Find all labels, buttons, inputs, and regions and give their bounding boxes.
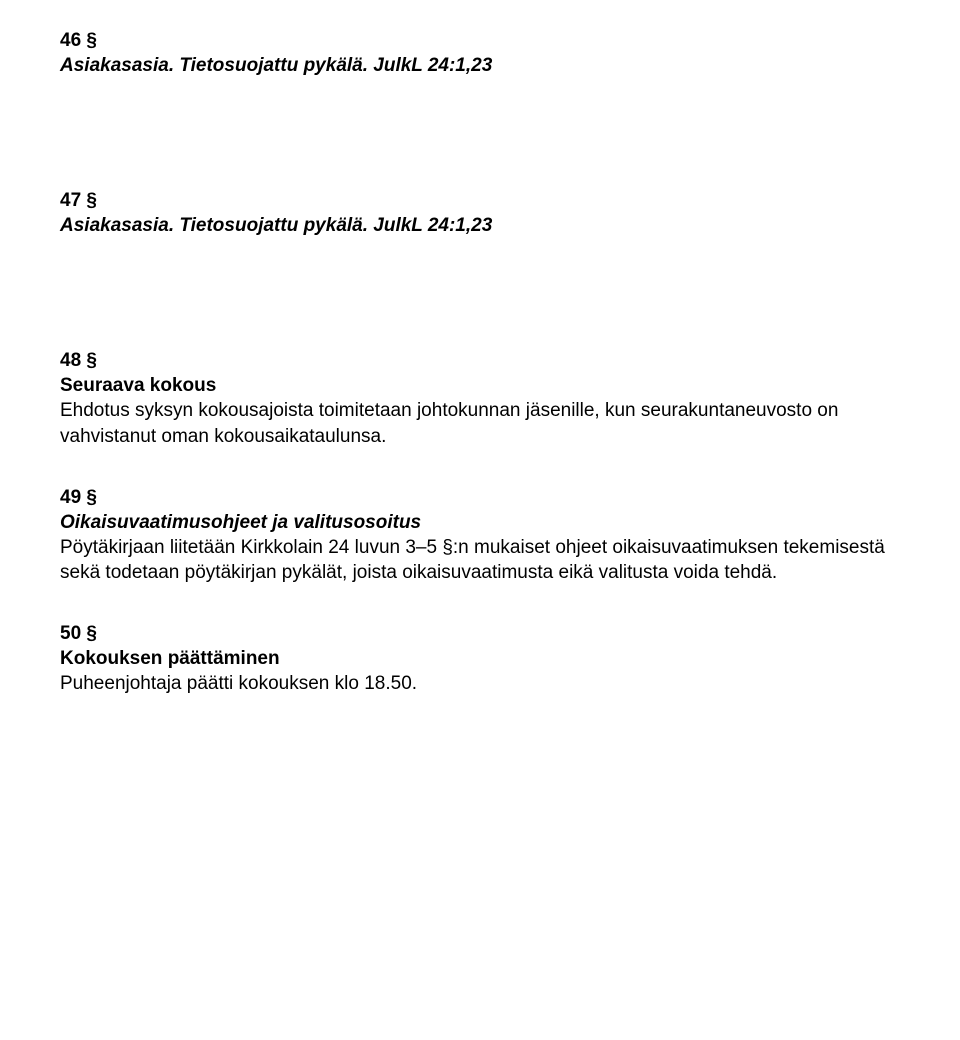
- spacer: [60, 449, 900, 485]
- section-49: 49 § Oikaisuvaatimusohjeet ja valitusoso…: [60, 485, 900, 585]
- document-page: 46 § Asiakasasia. Tietosuojattu pykälä. …: [0, 0, 960, 736]
- section-number: 50 §: [60, 621, 900, 646]
- section-heading: Asiakasasia. Tietosuojattu pykälä. JulkL…: [60, 213, 900, 238]
- section-heading: Kokouksen päättäminen: [60, 646, 900, 671]
- section-number: 47 §: [60, 188, 900, 213]
- section-46: 46 § Asiakasasia. Tietosuojattu pykälä. …: [60, 28, 900, 78]
- section-heading: Oikaisuvaatimusohjeet ja valitusosoitus: [60, 510, 900, 535]
- section-body: Ehdotus syksyn kokousajoista toimitetaan…: [60, 398, 900, 448]
- section-48: 48 § Seuraava kokous Ehdotus syksyn koko…: [60, 348, 900, 448]
- section-heading: Seuraava kokous: [60, 373, 900, 398]
- section-number: 48 §: [60, 348, 900, 373]
- spacer: [60, 78, 900, 188]
- section-heading: Asiakasasia. Tietosuojattu pykälä. JulkL…: [60, 53, 900, 78]
- spacer: [60, 238, 900, 348]
- section-body: Pöytäkirjaan liitetään Kirkkolain 24 luv…: [60, 535, 900, 585]
- section-47: 47 § Asiakasasia. Tietosuojattu pykälä. …: [60, 188, 900, 238]
- spacer: [60, 585, 900, 621]
- section-body: Puheenjohtaja päätti kokouksen klo 18.50…: [60, 671, 900, 696]
- section-number: 49 §: [60, 485, 900, 510]
- section-number: 46 §: [60, 28, 900, 53]
- section-50: 50 § Kokouksen päättäminen Puheenjohtaja…: [60, 621, 900, 696]
